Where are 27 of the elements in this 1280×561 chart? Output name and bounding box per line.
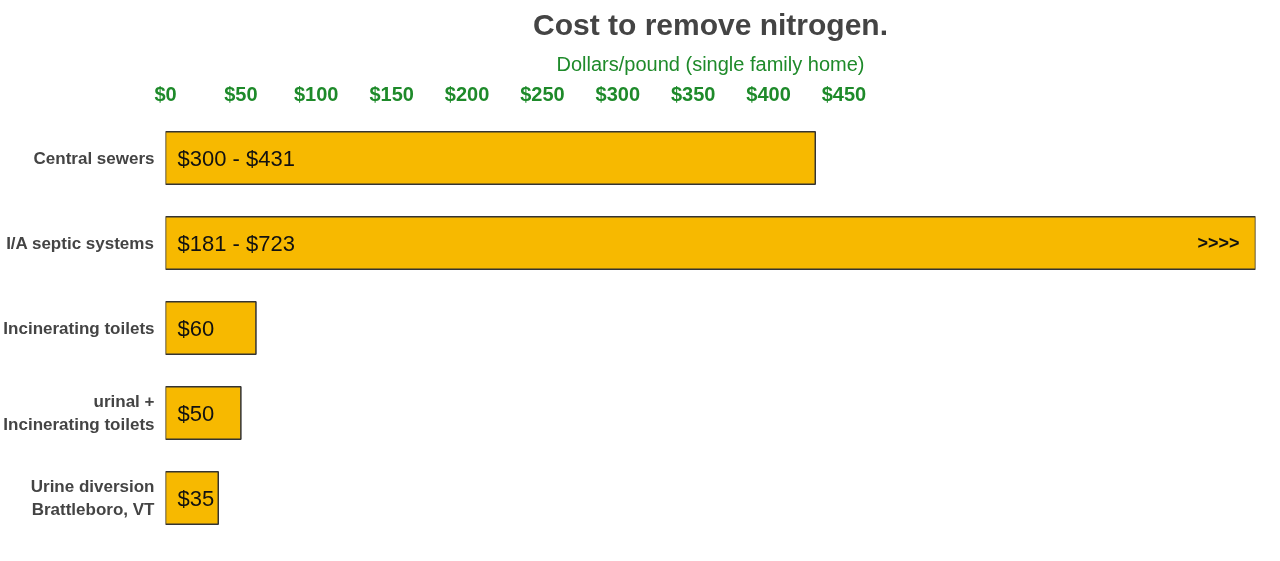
x-tick-label: $450 [821, 82, 867, 105]
data-label: $50 [177, 400, 215, 426]
x-tick-label: $250 [520, 82, 565, 105]
x-tick-label: $50 [224, 82, 258, 105]
y-tick-label: Incinerating toilets [3, 318, 155, 338]
x-tick-label: $0 [154, 82, 177, 105]
x-tick-label: $150 [369, 82, 414, 105]
data-label: $35 [177, 485, 215, 511]
y-tick-label: I/A septic systems [6, 233, 154, 253]
x-tick-label: $200 [444, 82, 490, 105]
y-tick-label: Central sewers [33, 148, 155, 168]
annotation: $181 - $723 [177, 230, 295, 256]
bar [165, 385, 242, 441]
bar [165, 300, 257, 356]
annotation: $300 - $431 [177, 145, 295, 171]
annotation: >>>> [1197, 233, 1240, 253]
x-tick-label: $400 [746, 82, 791, 105]
x-tick-label: $100 [294, 82, 339, 105]
bar [165, 215, 1256, 271]
chart-subtitle: Dollars/pound (single family home) [556, 52, 865, 75]
chart-title: Cost to remove nitrogen. [532, 7, 889, 41]
y-tick-label: Urine diversion Brattleboro, VT [30, 477, 156, 519]
y-tick-label: urinal + Incinerating toilets [3, 392, 155, 434]
x-tick-label: $300 [595, 82, 641, 105]
bar [165, 130, 817, 186]
data-label: $60 [177, 315, 215, 341]
x-tick-label: $350 [670, 82, 716, 105]
